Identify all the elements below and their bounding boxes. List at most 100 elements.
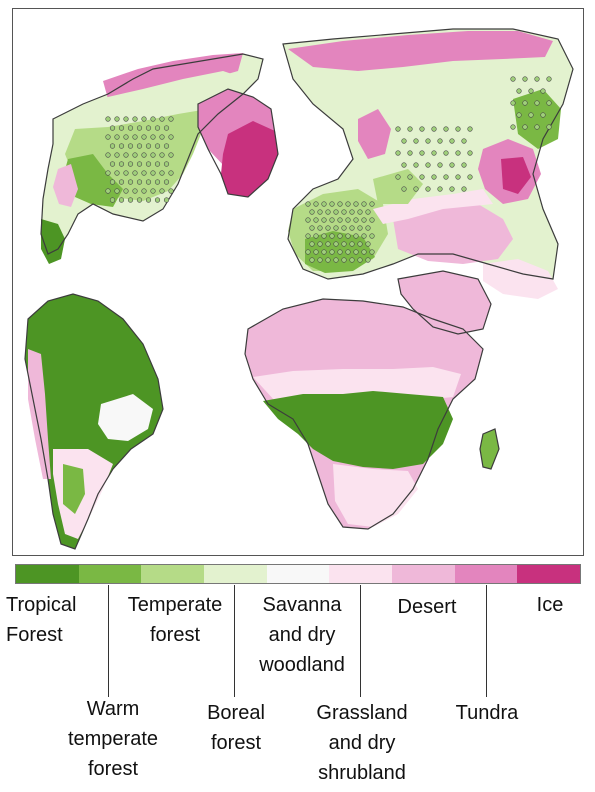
- site-marker: [159, 188, 165, 194]
- site-marker: [141, 170, 147, 176]
- site-marker: [168, 170, 174, 176]
- site-marker: [123, 188, 129, 194]
- legend-label-savanna: Savanna and dry woodland: [240, 590, 364, 680]
- scandinavia-tundra: [358, 109, 391, 159]
- site-marker: [145, 125, 152, 131]
- site-marker: [341, 257, 347, 263]
- leader-tundra: [486, 585, 487, 697]
- site-marker: [141, 188, 147, 194]
- site-marker: [127, 179, 134, 185]
- site-marker: [123, 152, 129, 158]
- site-marker: [522, 76, 528, 82]
- site-marker: [345, 217, 351, 223]
- site-marker: [365, 225, 371, 231]
- site-marker: [419, 174, 425, 180]
- site-marker: [401, 162, 407, 168]
- site-marker: [349, 209, 355, 215]
- madagascar: [480, 429, 499, 469]
- site-marker: [419, 150, 425, 156]
- legend-label-warm-temperate-forest-line-2: temperate: [67, 728, 159, 750]
- legend-swatch-tundra: [454, 565, 518, 583]
- site-marker: [105, 188, 111, 194]
- site-marker: [118, 161, 125, 167]
- site-marker: [333, 209, 339, 215]
- site-marker: [407, 126, 413, 132]
- legend-label-grassland-line-2: and dry: [328, 732, 396, 754]
- site-marker: [150, 152, 156, 158]
- legend-swatch-ice: [517, 565, 581, 583]
- legend-label-warm-temperate-forest-line-3: forest: [87, 758, 139, 780]
- site-marker: [395, 126, 401, 132]
- africa: [245, 271, 499, 529]
- site-marker: [132, 134, 138, 140]
- site-marker: [109, 125, 116, 131]
- legend-label-temperate-forest-line-1: Temperate: [127, 594, 223, 616]
- site-marker: [357, 209, 363, 215]
- site-marker: [105, 116, 111, 122]
- site-marker: [105, 170, 111, 176]
- site-marker: [114, 188, 120, 194]
- site-marker: [349, 241, 355, 247]
- site-marker: [528, 112, 534, 118]
- site-marker: [159, 116, 165, 122]
- site-marker: [127, 197, 134, 203]
- southern-africa-grassland: [333, 464, 418, 527]
- vegetation-map-svg: [24, 28, 574, 550]
- site-marker: [333, 241, 339, 247]
- arabia-coast: [397, 270, 492, 335]
- leader-grassland: [360, 585, 361, 697]
- site-marker: [163, 161, 170, 167]
- site-marker: [516, 112, 522, 118]
- site-marker: [305, 201, 311, 207]
- site-marker: [443, 126, 449, 132]
- site-marker: [141, 116, 147, 122]
- site-marker: [395, 174, 401, 180]
- site-marker: [145, 179, 152, 185]
- site-marker: [413, 162, 419, 168]
- south-america-savanna: [98, 394, 153, 441]
- greenland-ice: [221, 121, 278, 197]
- north-america-coast: [40, 53, 264, 255]
- site-marker: [437, 138, 443, 144]
- site-marker: [425, 186, 431, 192]
- legend-label-savanna-line-1: Savanna: [262, 594, 342, 616]
- site-marker: [369, 217, 375, 223]
- site-marker: [510, 76, 516, 82]
- site-marker: [345, 249, 351, 255]
- site-marker: [136, 197, 143, 203]
- site-marker: [309, 225, 315, 231]
- site-marker: [437, 186, 443, 192]
- greenland: [198, 89, 278, 197]
- site-marker: [136, 161, 143, 167]
- site-marker: [114, 116, 120, 122]
- site-marker: [163, 197, 170, 203]
- vegetation-map: [12, 8, 584, 556]
- legend-label-savanna-line-2: and dry: [268, 624, 336, 646]
- site-marker: [449, 162, 455, 168]
- legend-swatch-tropical-forest: [16, 565, 79, 583]
- site-marker: [361, 201, 367, 207]
- site-marker: [317, 257, 323, 263]
- site-marker: [118, 143, 125, 149]
- site-marker: [109, 143, 116, 149]
- legend-label-boreal-forest: Boreal forest: [186, 698, 286, 758]
- site-marker: [154, 179, 161, 185]
- leader-warm-temperate: [108, 585, 109, 697]
- site-marker: [349, 257, 355, 263]
- site-marker: [546, 100, 552, 106]
- site-marker: [510, 124, 516, 130]
- site-marker: [449, 186, 455, 192]
- north-america-tundra: [103, 53, 243, 101]
- site-marker: [154, 197, 161, 203]
- legend-label-tropical-forest-line-2: Forest: [6, 624, 63, 646]
- south-america: [25, 294, 163, 549]
- legend-label-desert: Desert: [372, 592, 482, 622]
- site-marker: [329, 249, 335, 255]
- legend-swatch-boreal-forest: [204, 565, 267, 583]
- site-marker: [361, 217, 367, 223]
- site-marker: [305, 249, 311, 255]
- site-marker: [109, 179, 116, 185]
- site-marker: [329, 233, 335, 239]
- site-marker: [329, 201, 335, 207]
- site-marker: [118, 179, 125, 185]
